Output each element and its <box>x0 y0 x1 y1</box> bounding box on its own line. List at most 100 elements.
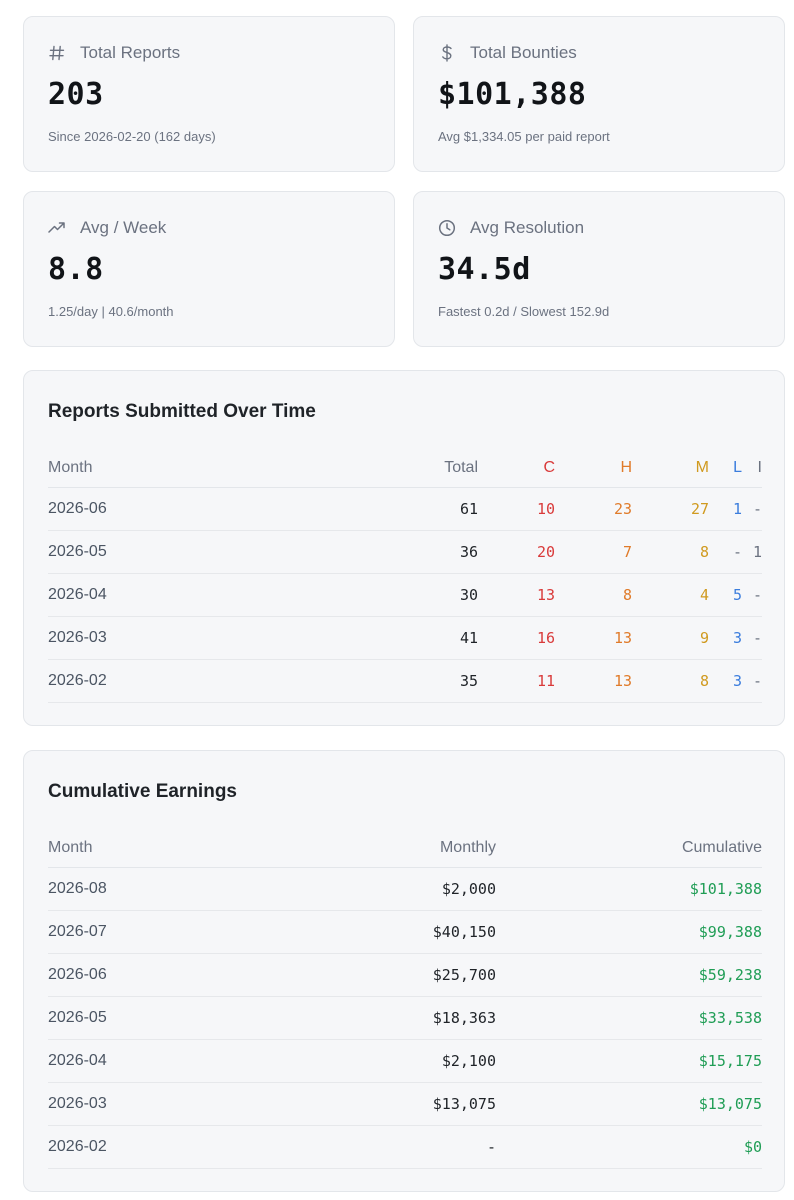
column-header-critical: C <box>478 449 555 488</box>
stat-card-avg-week: Avg / Week 8.8 1.25/day | 40.6/month <box>23 191 395 347</box>
cell-month: 2026-05 <box>48 530 248 574</box>
cell-medium: 4 <box>632 573 709 617</box>
reports-table: Month Total C H M L I 2026-06 61 10 23 27 1-2… <box>48 449 762 703</box>
section-title: Cumulative Earnings <box>48 781 237 802</box>
cell-month: 2026-03 <box>48 616 248 660</box>
column-header: Total <box>248 449 478 488</box>
hash-icon <box>48 44 66 62</box>
column-header-high: H <box>555 449 632 488</box>
cell-low: 1 <box>709 487 742 531</box>
column-header-info: I <box>742 449 762 488</box>
stat-header: Total Reports <box>48 43 180 63</box>
cell-high: 13 <box>555 616 632 660</box>
earnings-table: Month Monthly Cumulative 2026-08 $2,000 $1… <box>48 829 762 1169</box>
stat-value: 203 <box>48 77 104 112</box>
stat-value: $101,388 <box>438 77 587 112</box>
cell-total: 36 <box>248 530 478 574</box>
stat-header: Avg / Week <box>48 218 166 238</box>
cell-critical: 16 <box>478 616 555 660</box>
cell-monthly: $18,363 <box>248 996 496 1040</box>
cell-monthly: $2,100 <box>248 1039 496 1083</box>
stat-value: 34.5d <box>438 252 531 287</box>
column-header: Month <box>48 829 248 868</box>
cell-medium: 9 <box>632 616 709 660</box>
table-row: 2026-05 $18,363 $33,538 <box>48 996 762 1040</box>
cell-info: - <box>742 487 762 531</box>
cell-month: 2026-04 <box>48 1039 248 1083</box>
table-row: 2026-07 $40,150 $99,388 <box>48 910 762 954</box>
column-header-low: L <box>709 449 742 488</box>
table-row: 2026-04 $2,100 $15,175 <box>48 1039 762 1083</box>
cell-info: - <box>742 573 762 617</box>
cell-info: 1 <box>742 530 762 574</box>
cell-medium: 27 <box>632 487 709 531</box>
stat-header: Avg Resolution <box>438 218 584 238</box>
cell-monthly: $25,700 <box>248 953 496 997</box>
table-header-row: Month Monthly Cumulative <box>48 829 762 868</box>
cell-month: 2026-05 <box>48 996 248 1040</box>
cell-cumulative: $59,238 <box>496 953 762 997</box>
reports-over-time-card: Reports Submitted Over Time Month Total … <box>23 370 785 726</box>
stat-label: Total Bounties <box>470 43 577 62</box>
cumulative-earnings-card: Cumulative Earnings Month Monthly Cumula… <box>23 750 785 1192</box>
cell-monthly: $2,000 <box>248 867 496 911</box>
cell-monthly: - <box>248 1125 496 1169</box>
cell-critical: 20 <box>478 530 555 574</box>
stat-card-avg-resolution: Avg Resolution 34.5d Fastest 0.2d / Slow… <box>413 191 785 347</box>
stat-card-total-bounties: Total Bounties $101,388 Avg $1,334.05 pe… <box>413 16 785 172</box>
trend-up-icon <box>48 219 66 237</box>
cell-low: 3 <box>709 616 742 660</box>
table-row: 2026-05 36 20 7 8-1 <box>48 530 762 574</box>
stat-subtext: 1.25/day | 40.6/month <box>48 304 174 319</box>
cell-cumulative: $101,388 <box>496 867 762 911</box>
column-header: Month <box>48 449 248 488</box>
cell-cumulative: $13,075 <box>496 1082 762 1126</box>
cell-month: 2026-04 <box>48 573 248 617</box>
table-row: 2026-06 $25,700 $59,238 <box>48 953 762 997</box>
cell-cumulative: $15,175 <box>496 1039 762 1083</box>
table-row: 2026-03 $13,075 $13,075 <box>48 1082 762 1126</box>
stat-header: Total Bounties <box>438 43 577 63</box>
stat-card-total-reports: Total Reports 203 Since 2026-02-20 (162 … <box>23 16 395 172</box>
cell-critical: 13 <box>478 573 555 617</box>
cell-total: 41 <box>248 616 478 660</box>
cell-medium: 8 <box>632 659 709 703</box>
stat-label: Avg / Week <box>80 218 167 237</box>
cell-medium: 8 <box>632 530 709 574</box>
cell-month: 2026-06 <box>48 953 248 997</box>
cell-monthly: $13,075 <box>248 1082 496 1126</box>
clock-icon <box>438 219 456 237</box>
table-row: 2026-03 41 16 13 9 3- <box>48 616 762 660</box>
column-header: Cumulative <box>496 829 762 868</box>
cell-info: - <box>742 659 762 703</box>
table-row: 2026-08 $2,000 $101,388 <box>48 867 762 911</box>
cell-month: 2026-06 <box>48 487 248 531</box>
stat-label: Avg Resolution <box>470 218 585 237</box>
cell-total: 35 <box>248 659 478 703</box>
cell-high: 13 <box>555 659 632 703</box>
cell-month: 2026-02 <box>48 659 248 703</box>
table-row: 2026-06 61 10 23 27 1- <box>48 487 762 531</box>
table-row: 2026-02- $0 <box>48 1125 762 1169</box>
stat-value: 8.8 <box>48 252 104 287</box>
cell-month: 2026-03 <box>48 1082 248 1126</box>
cell-high: 23 <box>555 487 632 531</box>
cell-high: 7 <box>555 530 632 574</box>
section-title: Reports Submitted Over Time <box>48 401 316 422</box>
cell-cumulative: $99,388 <box>496 910 762 954</box>
table-row: 2026-02 35 11 13 8 3- <box>48 659 762 703</box>
dollar-icon <box>438 44 456 62</box>
stat-subtext: Since 2026-02-20 (162 days) <box>48 129 216 144</box>
cell-total: 61 <box>248 487 478 531</box>
column-header-medium: M <box>632 449 709 488</box>
cell-month: 2026-08 <box>48 867 248 911</box>
cell-info: - <box>742 616 762 660</box>
cell-low: - <box>709 530 742 574</box>
cell-low: 5 <box>709 573 742 617</box>
cell-cumulative: $0 <box>496 1125 762 1169</box>
cell-cumulative: $33,538 <box>496 996 762 1040</box>
stat-subtext: Fastest 0.2d / Slowest 152.9d <box>438 304 610 319</box>
cell-month: 2026-02 <box>48 1125 248 1169</box>
cell-month: 2026-07 <box>48 910 248 954</box>
cell-monthly: $40,150 <box>248 910 496 954</box>
